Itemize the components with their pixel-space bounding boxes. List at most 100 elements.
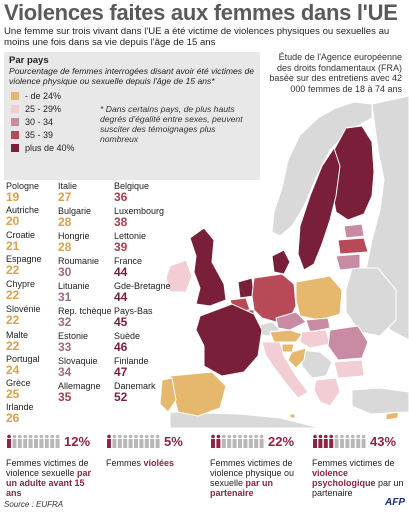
bulgaria-shape — [333, 359, 365, 379]
person-icon — [211, 434, 215, 448]
spain-shape — [169, 371, 227, 417]
stat-text: Femmes violées — [106, 458, 175, 468]
person-icon — [123, 434, 128, 448]
country-entry: France 44 — [114, 256, 174, 278]
legend-swatch — [11, 92, 19, 100]
person-icon — [134, 434, 138, 448]
croatia-shape — [287, 347, 307, 369]
country-entry: Roumanie 30 — [58, 256, 118, 278]
country-entry: Bulgarie 28 — [58, 206, 118, 228]
uk-shape — [189, 227, 227, 307]
person-icon — [313, 434, 317, 448]
country-name: Irlande — [6, 402, 34, 412]
country-value: 44 — [114, 290, 128, 304]
country-name: Luxembourg — [114, 206, 165, 216]
person-icon — [55, 434, 60, 448]
sweden-shape — [297, 146, 341, 271]
italy-shape — [261, 341, 309, 399]
legend-swatch — [11, 131, 19, 139]
country-entry: Gde-Bretagne 44 — [114, 281, 174, 303]
romania-shape — [327, 325, 369, 361]
country-name: Allemagne — [58, 381, 101, 391]
person-icon — [117, 434, 122, 448]
country-entry: Suède 46 — [114, 331, 174, 353]
person-icon — [243, 434, 248, 448]
country-name: Malte — [6, 330, 29, 340]
hungary-shape — [299, 329, 331, 349]
person-icon — [318, 434, 323, 448]
country-entry: Espagne 22 — [6, 254, 66, 276]
country-entry: Chypre 22 — [6, 279, 66, 301]
country-entry: Portugal 24 — [6, 354, 66, 376]
country-value: 27 — [58, 190, 72, 204]
country-value: 33 — [58, 340, 72, 354]
stats-row: 12% Femmes victimes de violence sexuelle… — [0, 428, 409, 500]
balkans-shape — [297, 349, 333, 379]
country-value: 47 — [114, 365, 128, 379]
country-name: Hongrie — [58, 231, 90, 241]
country-name: Grèce — [6, 378, 31, 388]
source-credit: Source : EUFRA — [4, 500, 64, 509]
person-icon — [323, 434, 328, 448]
country-name: Croatie — [6, 230, 36, 240]
country-value: 45 — [114, 315, 128, 329]
person-icon — [144, 434, 149, 448]
person-icon — [329, 434, 334, 448]
stat-percent: 5% — [164, 434, 183, 449]
legend-description: Pourcentage de femmes interrogées disant… — [9, 66, 255, 86]
country-entry: Lettonie 39 — [114, 231, 174, 253]
poland-shape — [295, 275, 343, 321]
person-icon — [259, 434, 264, 448]
country-value: 52 — [114, 390, 128, 404]
country-value: 25 — [6, 387, 20, 401]
country-value: 22 — [6, 263, 20, 277]
stat-percent: 43% — [370, 434, 397, 449]
country-entry: Irlande 26 — [6, 402, 66, 424]
country-entry: Luxembourg 38 — [114, 206, 174, 228]
country-entry: Malte 22 — [6, 330, 66, 352]
person-icon — [23, 434, 28, 448]
country-name: Pologne — [6, 181, 40, 191]
country-name: Suède — [114, 331, 141, 341]
country-value: 46 — [114, 340, 128, 354]
person-icon — [356, 434, 361, 448]
czech-shape — [275, 311, 307, 331]
country-entry: Italie 27 — [58, 181, 118, 203]
country-value: 22 — [6, 288, 20, 302]
person-icon — [227, 434, 232, 448]
person-icon — [50, 434, 55, 448]
stat-percent: 12% — [64, 434, 91, 449]
country-entry: Autriche 20 — [6, 205, 66, 227]
legend-swatch — [11, 118, 19, 126]
legend-label: 30 - 34 — [25, 117, 54, 127]
country-entry: Slovaquie 34 — [58, 356, 118, 378]
country-entry: Grèce 25 — [6, 378, 66, 400]
person-icon — [150, 434, 155, 448]
country-name: Autriche — [6, 205, 40, 215]
country-name: Danemark — [114, 381, 156, 391]
person-icon — [254, 434, 259, 448]
north-africa-shape — [169, 411, 321, 428]
legend-label: - de 24% — [25, 91, 62, 101]
legend-label: 35 - 39 — [25, 130, 54, 140]
estonia-shape — [343, 223, 365, 239]
country-value: 22 — [6, 339, 20, 353]
france-shape — [195, 303, 263, 377]
country-value: 39 — [114, 240, 128, 254]
afp-logo: AFP — [385, 497, 405, 508]
country-name: Lituanie — [58, 281, 90, 291]
slovakia-shape — [305, 317, 331, 333]
person-icon — [155, 434, 160, 448]
country-entry: Pays-Bas 45 — [114, 306, 174, 328]
people-icons — [211, 434, 264, 448]
portugal-shape — [159, 377, 177, 413]
people-icons — [7, 434, 60, 448]
stat-text: Femmes victimes de violence physique ou … — [210, 458, 295, 498]
person-icon — [28, 434, 33, 448]
country-entry: Croatie 21 — [6, 230, 66, 252]
person-icon — [216, 434, 221, 448]
country-entry: Lituanie 31 — [58, 281, 118, 303]
country-name: Bulgarie — [58, 206, 92, 216]
stat-block: 5% Femmes violées — [104, 428, 200, 500]
person-icon — [107, 434, 111, 448]
